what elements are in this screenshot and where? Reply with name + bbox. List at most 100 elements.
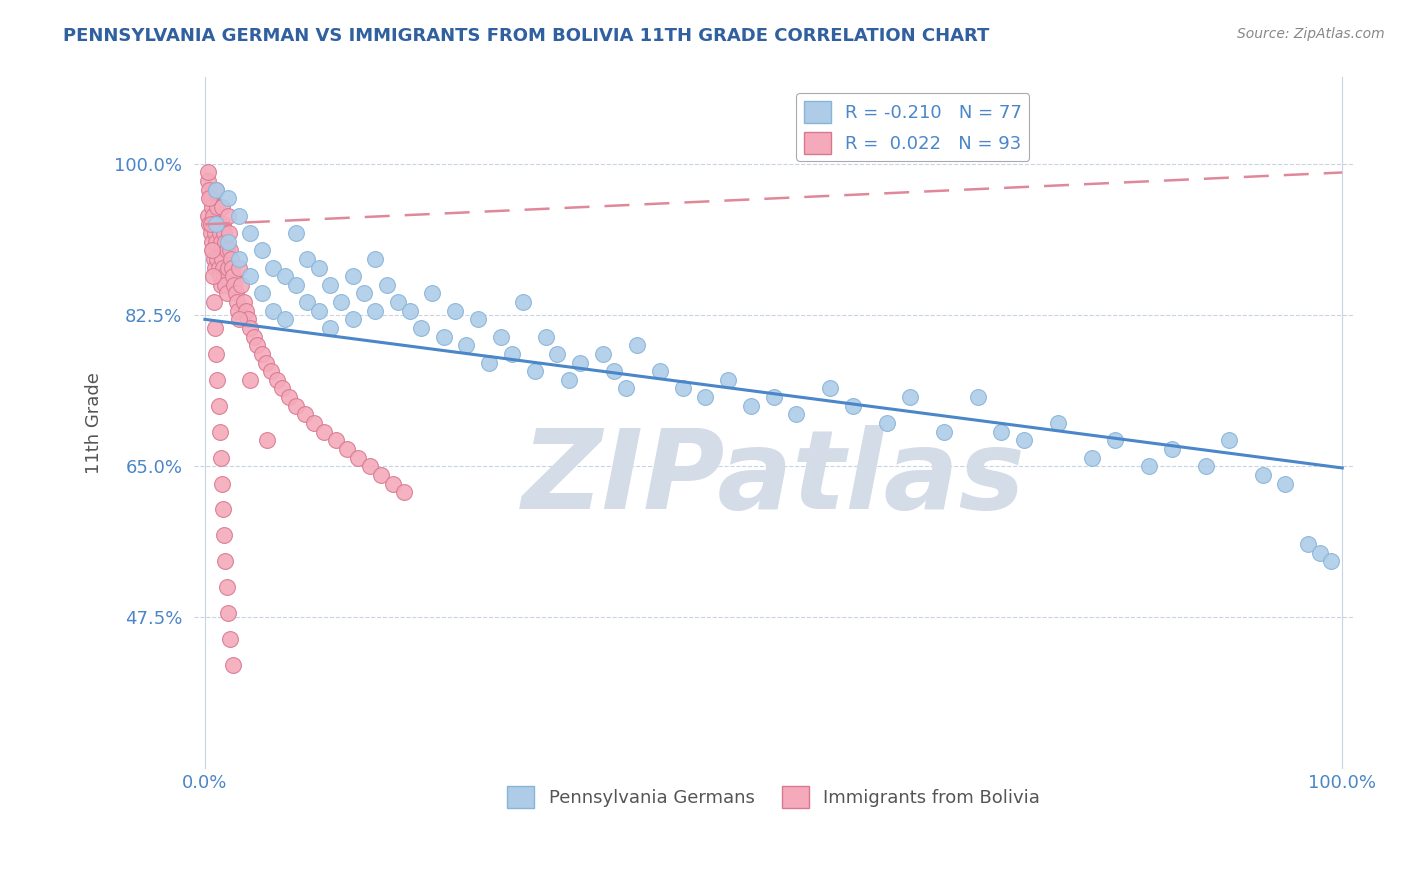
Point [235, 303, 257, 318]
Point [284, 399, 307, 413]
Point [467, 312, 489, 326]
Point [336, 442, 359, 456]
Point [201, 235, 224, 249]
Point [225, 295, 247, 310]
Point [208, 269, 231, 284]
Text: ZIPatlas: ZIPatlas [522, 425, 1025, 532]
Point [254, 355, 277, 369]
Point [375, 277, 398, 292]
Point [197, 174, 219, 188]
Point [1320, 554, 1343, 568]
Point [250, 286, 273, 301]
Point [370, 467, 392, 482]
Point [228, 209, 250, 223]
Point [1218, 434, 1240, 448]
Point [222, 657, 245, 672]
Point [224, 277, 246, 292]
Point [1308, 546, 1330, 560]
Point [278, 390, 301, 404]
Point [898, 390, 921, 404]
Point [219, 252, 242, 266]
Point [308, 303, 330, 318]
Point [217, 235, 239, 249]
Text: Source: ZipAtlas.com: Source: ZipAtlas.com [1237, 27, 1385, 41]
Point [626, 338, 648, 352]
Point [273, 312, 295, 326]
Point [201, 209, 224, 223]
Point [546, 347, 568, 361]
Point [262, 303, 284, 318]
Point [217, 191, 239, 205]
Point [785, 408, 807, 422]
Point [523, 364, 546, 378]
Point [205, 183, 228, 197]
Point [239, 321, 262, 335]
Point [250, 347, 273, 361]
Point [219, 244, 242, 258]
Point [648, 364, 671, 378]
Point [243, 329, 266, 343]
Point [208, 226, 231, 240]
Point [717, 373, 740, 387]
Point [444, 303, 467, 318]
Point [364, 252, 387, 266]
Point [359, 459, 381, 474]
Point [1296, 537, 1319, 551]
Point [228, 252, 250, 266]
Point [200, 191, 222, 205]
Point [433, 329, 456, 343]
Point [207, 217, 229, 231]
Point [212, 226, 235, 240]
Point [218, 226, 240, 240]
Point [387, 295, 409, 310]
Point [207, 200, 229, 214]
Point [208, 425, 231, 439]
Point [222, 269, 245, 284]
Point [214, 277, 236, 292]
Point [262, 260, 284, 275]
Point [211, 200, 233, 214]
Point [209, 277, 232, 292]
Point [202, 217, 225, 231]
Point [215, 286, 238, 301]
Point [294, 408, 316, 422]
Point [284, 277, 307, 292]
Point [217, 606, 239, 620]
Point [219, 632, 242, 646]
Point [297, 252, 319, 266]
Point [201, 269, 224, 284]
Point [347, 450, 370, 465]
Point [200, 226, 222, 240]
Point [205, 235, 228, 249]
Point [671, 382, 693, 396]
Legend: Pennsylvania Germans, Immigrants from Bolivia: Pennsylvania Germans, Immigrants from Bo… [501, 779, 1047, 815]
Point [489, 329, 512, 343]
Point [207, 399, 229, 413]
Point [204, 260, 226, 275]
Point [569, 355, 592, 369]
Point [256, 434, 278, 448]
Point [217, 260, 239, 275]
Point [250, 244, 273, 258]
Point [205, 183, 228, 197]
Point [1160, 442, 1182, 456]
Point [381, 476, 404, 491]
Point [204, 226, 226, 240]
Point [228, 312, 250, 326]
Point [239, 373, 262, 387]
Point [211, 476, 233, 491]
Point [325, 434, 347, 448]
Point [215, 244, 238, 258]
Point [319, 321, 342, 335]
Point [842, 399, 865, 413]
Point [202, 295, 225, 310]
Point [236, 312, 259, 326]
Point [297, 295, 319, 310]
Point [221, 260, 243, 275]
Point [211, 252, 233, 266]
Point [231, 277, 253, 292]
Point [198, 191, 221, 205]
Point [330, 295, 353, 310]
Point [314, 425, 336, 439]
Point [398, 303, 420, 318]
